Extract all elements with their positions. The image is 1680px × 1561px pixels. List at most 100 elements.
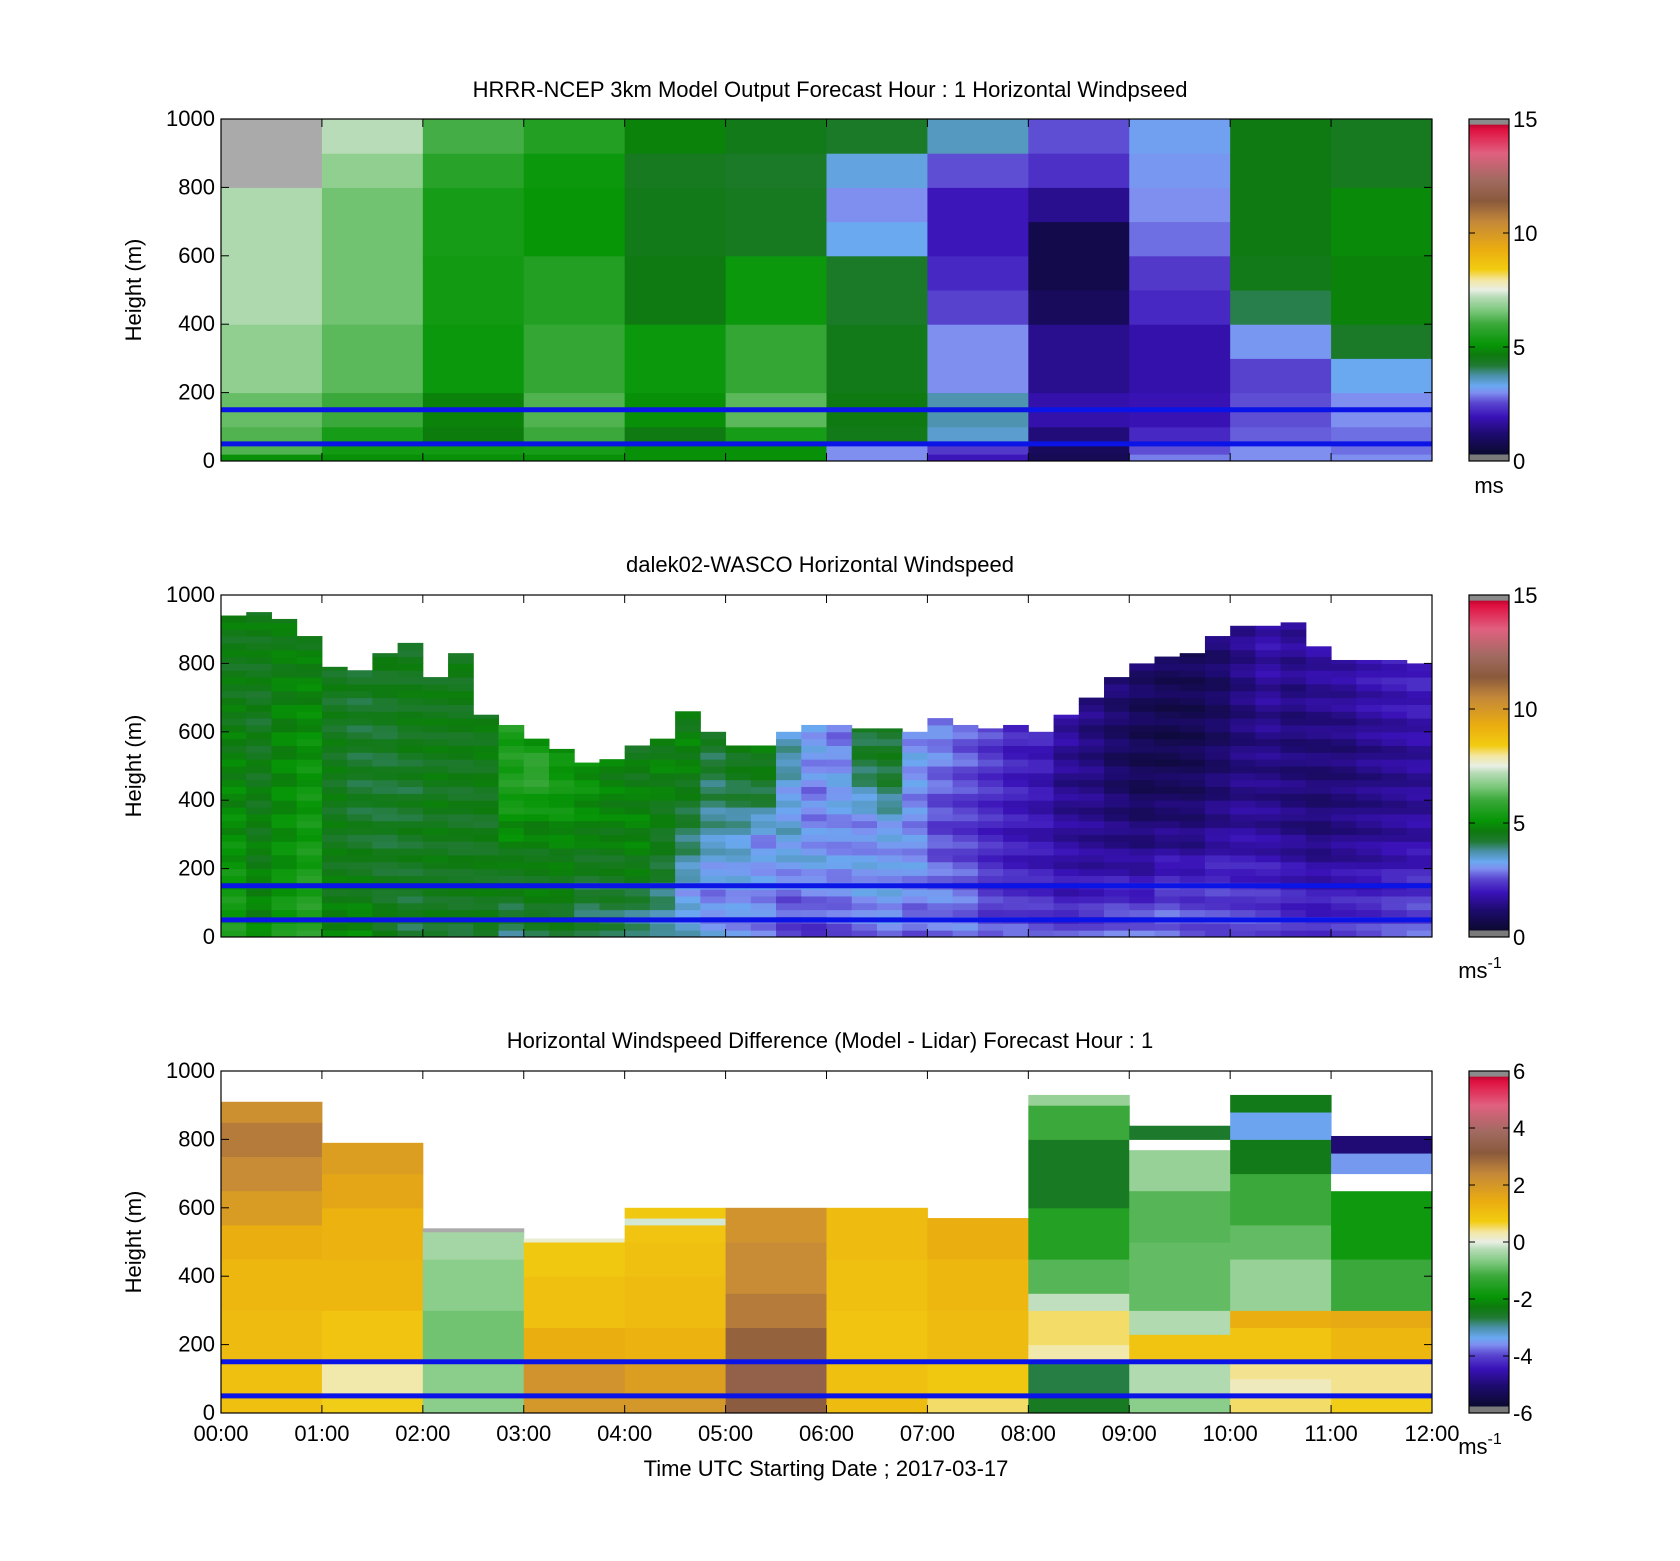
heatmap-cell xyxy=(725,875,752,883)
heatmap-cell xyxy=(902,848,928,856)
colorbar-unit-base: ms xyxy=(1458,1434,1487,1459)
heatmap-cell xyxy=(876,827,903,835)
heatmap-cell xyxy=(1204,889,1231,897)
heatmap-cell xyxy=(1053,759,1080,767)
heatmap-cell xyxy=(675,752,701,760)
heatmap-cell xyxy=(347,711,373,719)
heatmap-cell xyxy=(1381,875,1408,883)
heatmap-cell xyxy=(927,889,954,897)
heatmap-cell xyxy=(347,834,373,842)
heatmap-cell xyxy=(902,820,928,829)
heatmap-cell xyxy=(927,255,1029,291)
heatmap-cell xyxy=(372,779,399,788)
heatmap-cell xyxy=(347,807,373,815)
heatmap-cell xyxy=(574,772,600,781)
heatmap-cell xyxy=(246,779,272,788)
heatmap-cell xyxy=(902,807,928,815)
heatmap-cell xyxy=(246,889,272,897)
heatmap-cell xyxy=(1230,656,1256,664)
reference-lines xyxy=(221,407,1432,447)
heatmap-cell xyxy=(321,848,348,856)
heatmap-cell xyxy=(523,255,626,325)
heatmap-cell xyxy=(347,766,373,774)
heatmap-cell xyxy=(725,426,827,445)
heatmap-cell xyxy=(1204,745,1231,753)
heatmap-cell xyxy=(321,800,348,808)
heatmap-cell xyxy=(1028,895,1055,904)
heatmap-cell xyxy=(321,738,348,746)
heatmap-cell xyxy=(700,752,727,760)
heatmap-cell xyxy=(1204,807,1231,815)
heatmap-cell xyxy=(221,793,247,801)
heatmap-cell xyxy=(1129,745,1155,753)
heatmap-cell xyxy=(1053,820,1080,829)
heatmap-cell xyxy=(1230,704,1256,712)
heatmap-cell xyxy=(347,902,373,911)
colorbar-ramp xyxy=(1468,118,1510,462)
heatmap-cell xyxy=(599,800,626,808)
heatmap-cell xyxy=(826,909,853,917)
heatmap-cell xyxy=(1331,731,1357,740)
heatmap-cell xyxy=(296,649,323,658)
heatmap-cell xyxy=(1003,813,1029,822)
heatmap-cell xyxy=(700,759,727,767)
heatmap-cell xyxy=(1179,807,1206,815)
heatmap-cell xyxy=(372,677,399,685)
heatmap-cell xyxy=(1028,1293,1130,1311)
heatmap-cell xyxy=(574,834,600,842)
x-tick-label: 06:00 xyxy=(799,1421,854,1446)
heatmap-cell xyxy=(977,759,1004,767)
heatmap-cell xyxy=(1230,1112,1332,1140)
heatmap-cell xyxy=(649,820,676,829)
heatmap-cell xyxy=(246,793,272,801)
heatmap-cell xyxy=(1230,683,1256,692)
heatmap-cell xyxy=(1053,923,1080,931)
heatmap-cell xyxy=(397,889,424,897)
heatmap-cell xyxy=(296,731,323,740)
heatmap-cell xyxy=(1356,848,1383,856)
heatmap-cell xyxy=(725,895,752,904)
heatmap-cell xyxy=(599,793,626,801)
heatmap-cell xyxy=(221,615,247,623)
heatmap-cell xyxy=(1280,656,1307,664)
heatmap-cell xyxy=(977,800,1004,808)
heatmap-cell xyxy=(246,738,272,746)
heatmap-cell xyxy=(826,119,928,154)
heatmap-cell xyxy=(876,889,903,897)
heatmap-cell xyxy=(675,759,701,767)
heatmap-cell xyxy=(473,902,500,911)
heatmap-cell xyxy=(1356,923,1383,931)
heatmap-cell xyxy=(422,443,525,455)
heatmap-cell xyxy=(422,786,449,794)
heatmap-cell xyxy=(271,704,298,712)
heatmap-cell xyxy=(1179,752,1206,760)
heatmap-cell xyxy=(725,759,752,767)
heatmap-cell xyxy=(1381,895,1408,904)
heatmap-cell xyxy=(1356,800,1383,808)
heatmap-cell xyxy=(221,738,247,746)
heatmap-cell xyxy=(523,827,550,835)
heatmap-cell xyxy=(1230,1378,1332,1397)
heatmap-cell xyxy=(1204,718,1231,726)
heatmap-cell xyxy=(1331,426,1433,445)
heatmap-cell xyxy=(1204,670,1231,678)
heatmap-cell xyxy=(876,875,903,883)
colorbar-tick-label: 4 xyxy=(1513,1116,1525,1141)
heatmap-cell xyxy=(221,683,247,692)
heatmap-cell xyxy=(1356,718,1383,726)
heatmap-cell xyxy=(1028,861,1055,870)
heatmap-cell xyxy=(776,909,802,917)
heatmap-cell xyxy=(700,848,727,856)
heatmap-cell xyxy=(1331,895,1357,904)
heatmap-cell xyxy=(523,153,626,188)
heatmap-cell xyxy=(397,793,424,801)
heatmap-cell xyxy=(1331,690,1357,699)
heatmap-cell xyxy=(448,868,474,876)
heatmap-cell xyxy=(574,861,600,870)
heatmap-cell xyxy=(876,930,903,938)
heatmap-cell xyxy=(347,759,373,767)
heatmap-cell xyxy=(448,834,474,842)
heatmap-cell xyxy=(675,731,701,740)
heatmap-cell xyxy=(1356,766,1383,774)
heatmap-cell xyxy=(1406,895,1433,904)
